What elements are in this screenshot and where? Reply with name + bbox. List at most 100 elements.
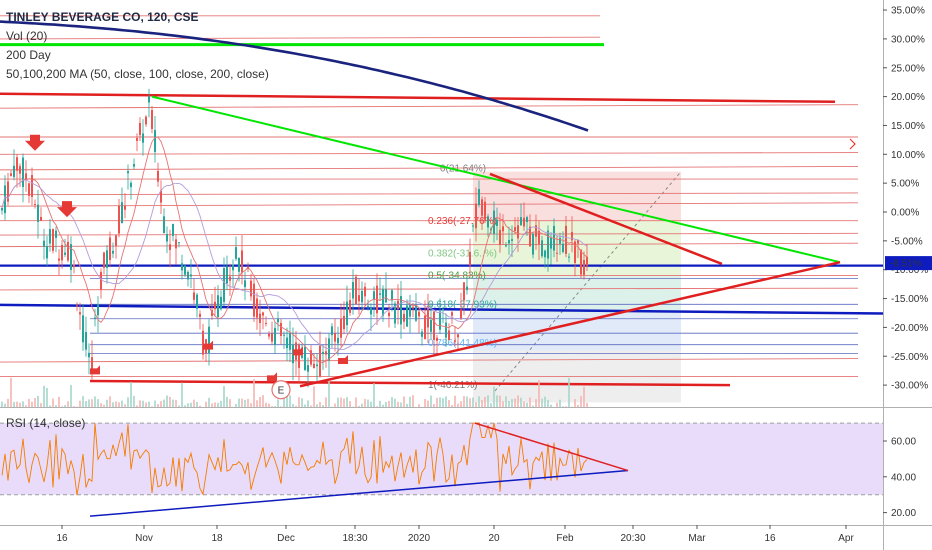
volume-bar — [133, 395, 135, 407]
legend-ma200[interactable]: 200 Day — [6, 48, 51, 62]
candle-body — [202, 330, 204, 355]
time-tick-label: 16 — [764, 533, 776, 544]
candle-body — [340, 318, 342, 338]
candle-body — [178, 242, 180, 244]
volume-bar — [406, 403, 408, 407]
volume-bar — [565, 406, 567, 407]
volume-bar — [343, 398, 345, 407]
candle-body — [328, 338, 330, 361]
candle-body — [130, 182, 132, 188]
candle-body — [277, 318, 279, 323]
volume-bar — [145, 402, 147, 407]
candle-body — [448, 330, 450, 341]
resistance-line — [0, 202, 859, 207]
volume-bar — [181, 382, 183, 407]
candle-body — [319, 345, 321, 377]
volume-bar — [484, 396, 486, 407]
volume-bar — [193, 399, 195, 407]
candle-body — [481, 199, 483, 216]
fib-zone-mid — [473, 220, 681, 276]
candle-body — [211, 310, 213, 316]
fib-level-label: 0(21.64%) — [440, 164, 486, 175]
candle-body — [412, 306, 414, 309]
earnings-event-icon — [271, 380, 291, 400]
candle-body — [4, 185, 6, 214]
volume-bar — [88, 399, 90, 407]
candle-body — [91, 357, 93, 370]
candle-body — [139, 122, 141, 136]
volume-bar — [277, 399, 279, 407]
thumb-marker-icon — [338, 355, 348, 365]
candle-body — [229, 276, 231, 281]
volume-bar — [19, 402, 21, 407]
legend-volume[interactable]: Vol (20) — [6, 29, 48, 43]
volume-bar — [79, 400, 81, 407]
candle-body — [31, 175, 33, 197]
volume-bar — [172, 399, 174, 407]
candle-body — [535, 225, 537, 237]
candle-body — [157, 170, 159, 182]
volume-bar — [502, 401, 504, 407]
volume-bar — [139, 400, 141, 407]
candle-body — [475, 203, 477, 229]
volume-bar — [457, 403, 459, 407]
candle-body — [454, 340, 456, 342]
candle-body — [190, 274, 192, 277]
legend-title[interactable]: TINLEY BEVERAGE CO, 120, CSE — [6, 10, 199, 24]
candle-body — [103, 252, 105, 268]
volume-bar — [577, 404, 579, 407]
rsi-tick-label: 60.00 — [891, 437, 916, 448]
candle-body — [58, 258, 60, 261]
volume-bar — [355, 397, 357, 407]
volume-bar — [283, 398, 285, 407]
volume-bar — [433, 404, 435, 407]
candle-body — [67, 241, 69, 261]
volume-bar — [481, 399, 483, 407]
candle-body — [172, 223, 174, 236]
rsi-pane[interactable] — [0, 422, 883, 517]
resistance-line — [0, 104, 859, 109]
candle-body — [445, 322, 447, 338]
volume-bar — [568, 377, 570, 407]
volume-bar — [562, 406, 564, 407]
candle-body — [1, 207, 3, 211]
volume-bar — [370, 401, 372, 407]
volume-bar — [385, 401, 387, 407]
thumb-marker-icon — [90, 365, 100, 375]
candle-body — [484, 201, 486, 220]
volume-bar — [430, 395, 432, 407]
volume-bar — [22, 401, 24, 407]
price-pane[interactable]: 0(21.64%) 0.236(-27.76%) 0.382(-31.6..%) 0.… — [0, 0, 884, 407]
volume-bar — [517, 395, 519, 407]
volume-bar — [526, 402, 528, 407]
candle-body — [133, 164, 135, 167]
volume-bar — [130, 381, 132, 407]
volume-bar — [388, 400, 390, 407]
candle-body — [460, 309, 462, 319]
green-trendline — [151, 95, 841, 264]
volume-bar — [49, 405, 51, 407]
candle-body — [19, 166, 21, 174]
candle-body — [271, 333, 273, 342]
candle-body — [37, 204, 39, 222]
candle-body — [244, 280, 246, 288]
rsi-legend[interactable]: RSI (14, close) — [6, 416, 86, 430]
candle-body — [478, 189, 480, 206]
candle-body — [343, 315, 345, 330]
candle-body — [256, 298, 258, 318]
candle-body — [175, 239, 177, 249]
candle-body — [220, 296, 222, 310]
volume-bar — [418, 404, 420, 407]
candle-body — [379, 293, 381, 295]
candle-body — [373, 291, 375, 300]
candle-body — [421, 331, 423, 337]
volume-bar — [166, 395, 168, 407]
legend-ma-multi[interactable]: 50,100,200 MA (50, close, 100, close, 20… — [6, 67, 269, 81]
volume-bar — [244, 400, 246, 407]
volume-bar — [475, 402, 477, 407]
candle-body — [400, 296, 402, 325]
candle-body — [265, 322, 267, 324]
time-tick-label: 18 — [211, 533, 223, 544]
red-rising-trendline — [299, 260, 841, 388]
